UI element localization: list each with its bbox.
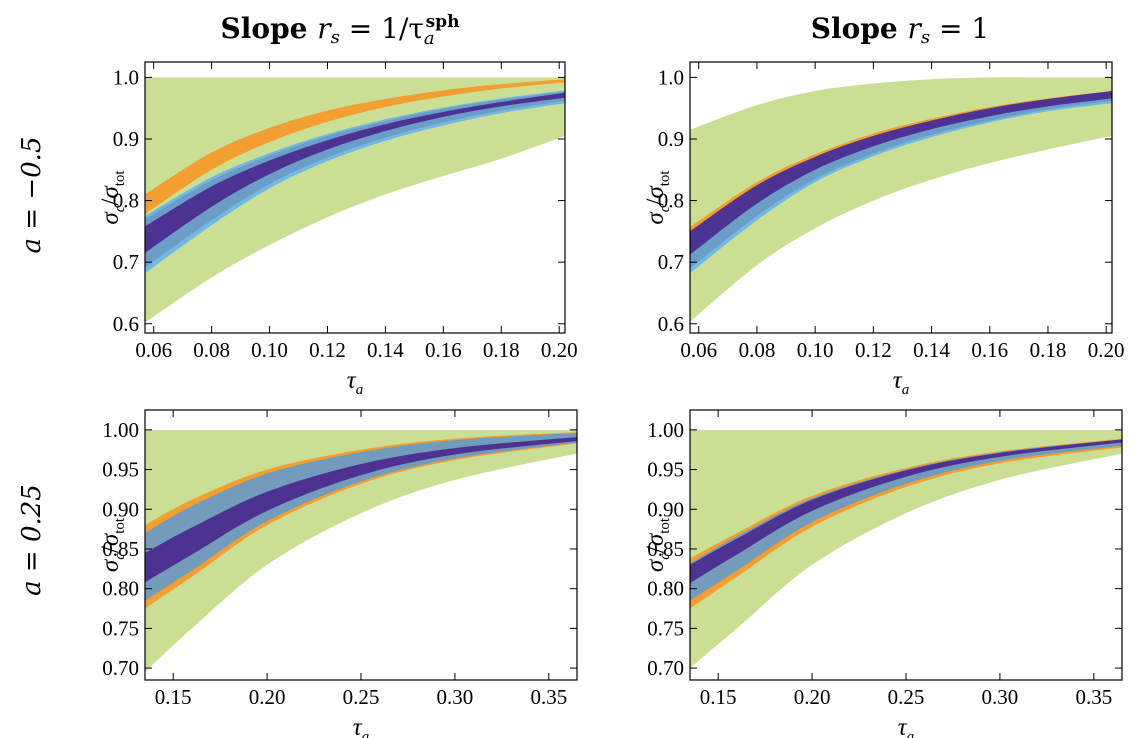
x-tick-label: 0.16: [971, 338, 1008, 362]
y-tick-label: 0.70: [102, 656, 139, 680]
y-tick-label: 0.7: [658, 250, 684, 274]
x-axis-label: τa: [347, 367, 363, 398]
row-label-top: a = −0.5: [17, 137, 47, 254]
y-axis-label: σc/σtot: [642, 170, 673, 225]
x-tick-label: 0.25: [343, 685, 380, 709]
plot-frame: [689, 61, 1113, 334]
x-tick-label: 0.06: [680, 338, 717, 362]
x-tick-label: 0.15: [700, 685, 737, 709]
x-tick-label: 0.20: [794, 685, 831, 709]
x-tick-label: 0.08: [739, 338, 776, 362]
y-tick-label: 0.85: [647, 537, 684, 561]
x-tick-label: 0.35: [1075, 685, 1112, 709]
bands: [690, 429, 1122, 669]
plot-frame: [144, 61, 566, 334]
y-tick-label: 0.7: [113, 250, 139, 274]
band-green: [690, 429, 1122, 669]
y-tick-label: 0.8: [658, 189, 684, 213]
y-axis-label: σc/σtot: [97, 170, 128, 225]
x-axis-label: τa: [898, 714, 914, 738]
y-tick-label: 0.6: [113, 312, 139, 336]
x-axis-label: τa: [893, 367, 909, 398]
y-tick-label: 0.9: [113, 127, 139, 151]
y-tick-label: 1.0: [113, 65, 139, 89]
y-tick-label: 0.9: [658, 127, 684, 151]
y-tick-label: 1.0: [658, 65, 684, 89]
y-tick-label: 0.90: [647, 497, 684, 521]
x-tick-label: 0.20: [249, 685, 286, 709]
x-tick-label: 0.18: [483, 338, 520, 362]
chart-panel-2: 0.06 0.08 0.10 0.12 0.14 0.16 0.18 0.20 0.6 0.7 0.…: [642, 61, 1125, 398]
x-tick-label: 0.06: [135, 338, 172, 362]
x-tick-label: 0.25: [888, 685, 925, 709]
y-tick-label: 0.95: [102, 458, 139, 482]
bands: [145, 77, 565, 323]
x-axis-label: τa: [353, 714, 369, 738]
y-tick-label: 0.75: [647, 616, 684, 640]
x-tick-label: 0.15: [155, 685, 192, 709]
chart-panel-1: 0.06 0.08 0.10 0.12 0.14 0.16 0.18 0.20 0.6 0.7 0.…: [97, 61, 578, 398]
y-tick-label: 1.00: [647, 418, 684, 442]
y-axis-label: σc/σtot: [642, 517, 673, 572]
x-tick-label: 0.18: [1030, 338, 1067, 362]
x-tick-label: 0.20: [1088, 338, 1125, 362]
x-tick-label: 0.30: [982, 685, 1019, 709]
band-orange: [145, 79, 565, 215]
band-orange: [145, 432, 577, 609]
y-tick-label: 0.85: [102, 537, 139, 561]
row-label-bottom: a = 0.25: [17, 484, 47, 596]
panels: 0.06 0.08 0.10 0.12 0.14 0.16 0.18 0.20 0.6 0.7 0.…: [97, 61, 1125, 738]
x-tick-label: 0.10: [251, 338, 288, 362]
y-axis-label: σc/σtot: [97, 517, 128, 572]
bands: [690, 77, 1112, 322]
x-tick-label: 0.20: [541, 338, 578, 362]
y-tick-label: 0.6: [658, 312, 684, 336]
bands: [145, 429, 577, 673]
column-title-right: Slope rs = 1: [811, 12, 989, 48]
y-tick-label: 0.75: [102, 616, 139, 640]
band-green: [690, 77, 1112, 322]
chart-panel-4: 0.15 0.20 0.25 0.30 0.35 0.70 0.75 0.80 0.85 0.90…: [642, 409, 1123, 738]
y-tick-label: 0.80: [102, 577, 139, 601]
y-tick-label: 0.80: [647, 577, 684, 601]
column-title-left: Slope rs = 1/τasph: [221, 12, 460, 49]
x-tick-label: 0.10: [797, 338, 834, 362]
x-tick-label: 0.08: [193, 338, 230, 362]
chart-panel-3: 0.15 0.20 0.25 0.30 0.35 0.70 0.75 0.80 0.85 0.90…: [97, 409, 578, 738]
y-tick-label: 0.95: [647, 458, 684, 482]
y-tick-label: 0.8: [113, 189, 139, 213]
y-tick-label: 1.00: [102, 418, 139, 442]
x-tick-label: 0.14: [367, 338, 404, 362]
y-tick-label: 0.70: [647, 656, 684, 680]
band-purple: [145, 437, 577, 583]
x-tick-label: 0.35: [530, 685, 567, 709]
x-tick-label: 0.12: [855, 338, 892, 362]
x-tick-label: 0.30: [437, 685, 474, 709]
x-tick-label: 0.16: [425, 338, 462, 362]
x-tick-label: 0.14: [913, 338, 950, 362]
x-tick-label: 0.12: [309, 338, 346, 362]
y-tick-label: 0.90: [102, 497, 139, 521]
